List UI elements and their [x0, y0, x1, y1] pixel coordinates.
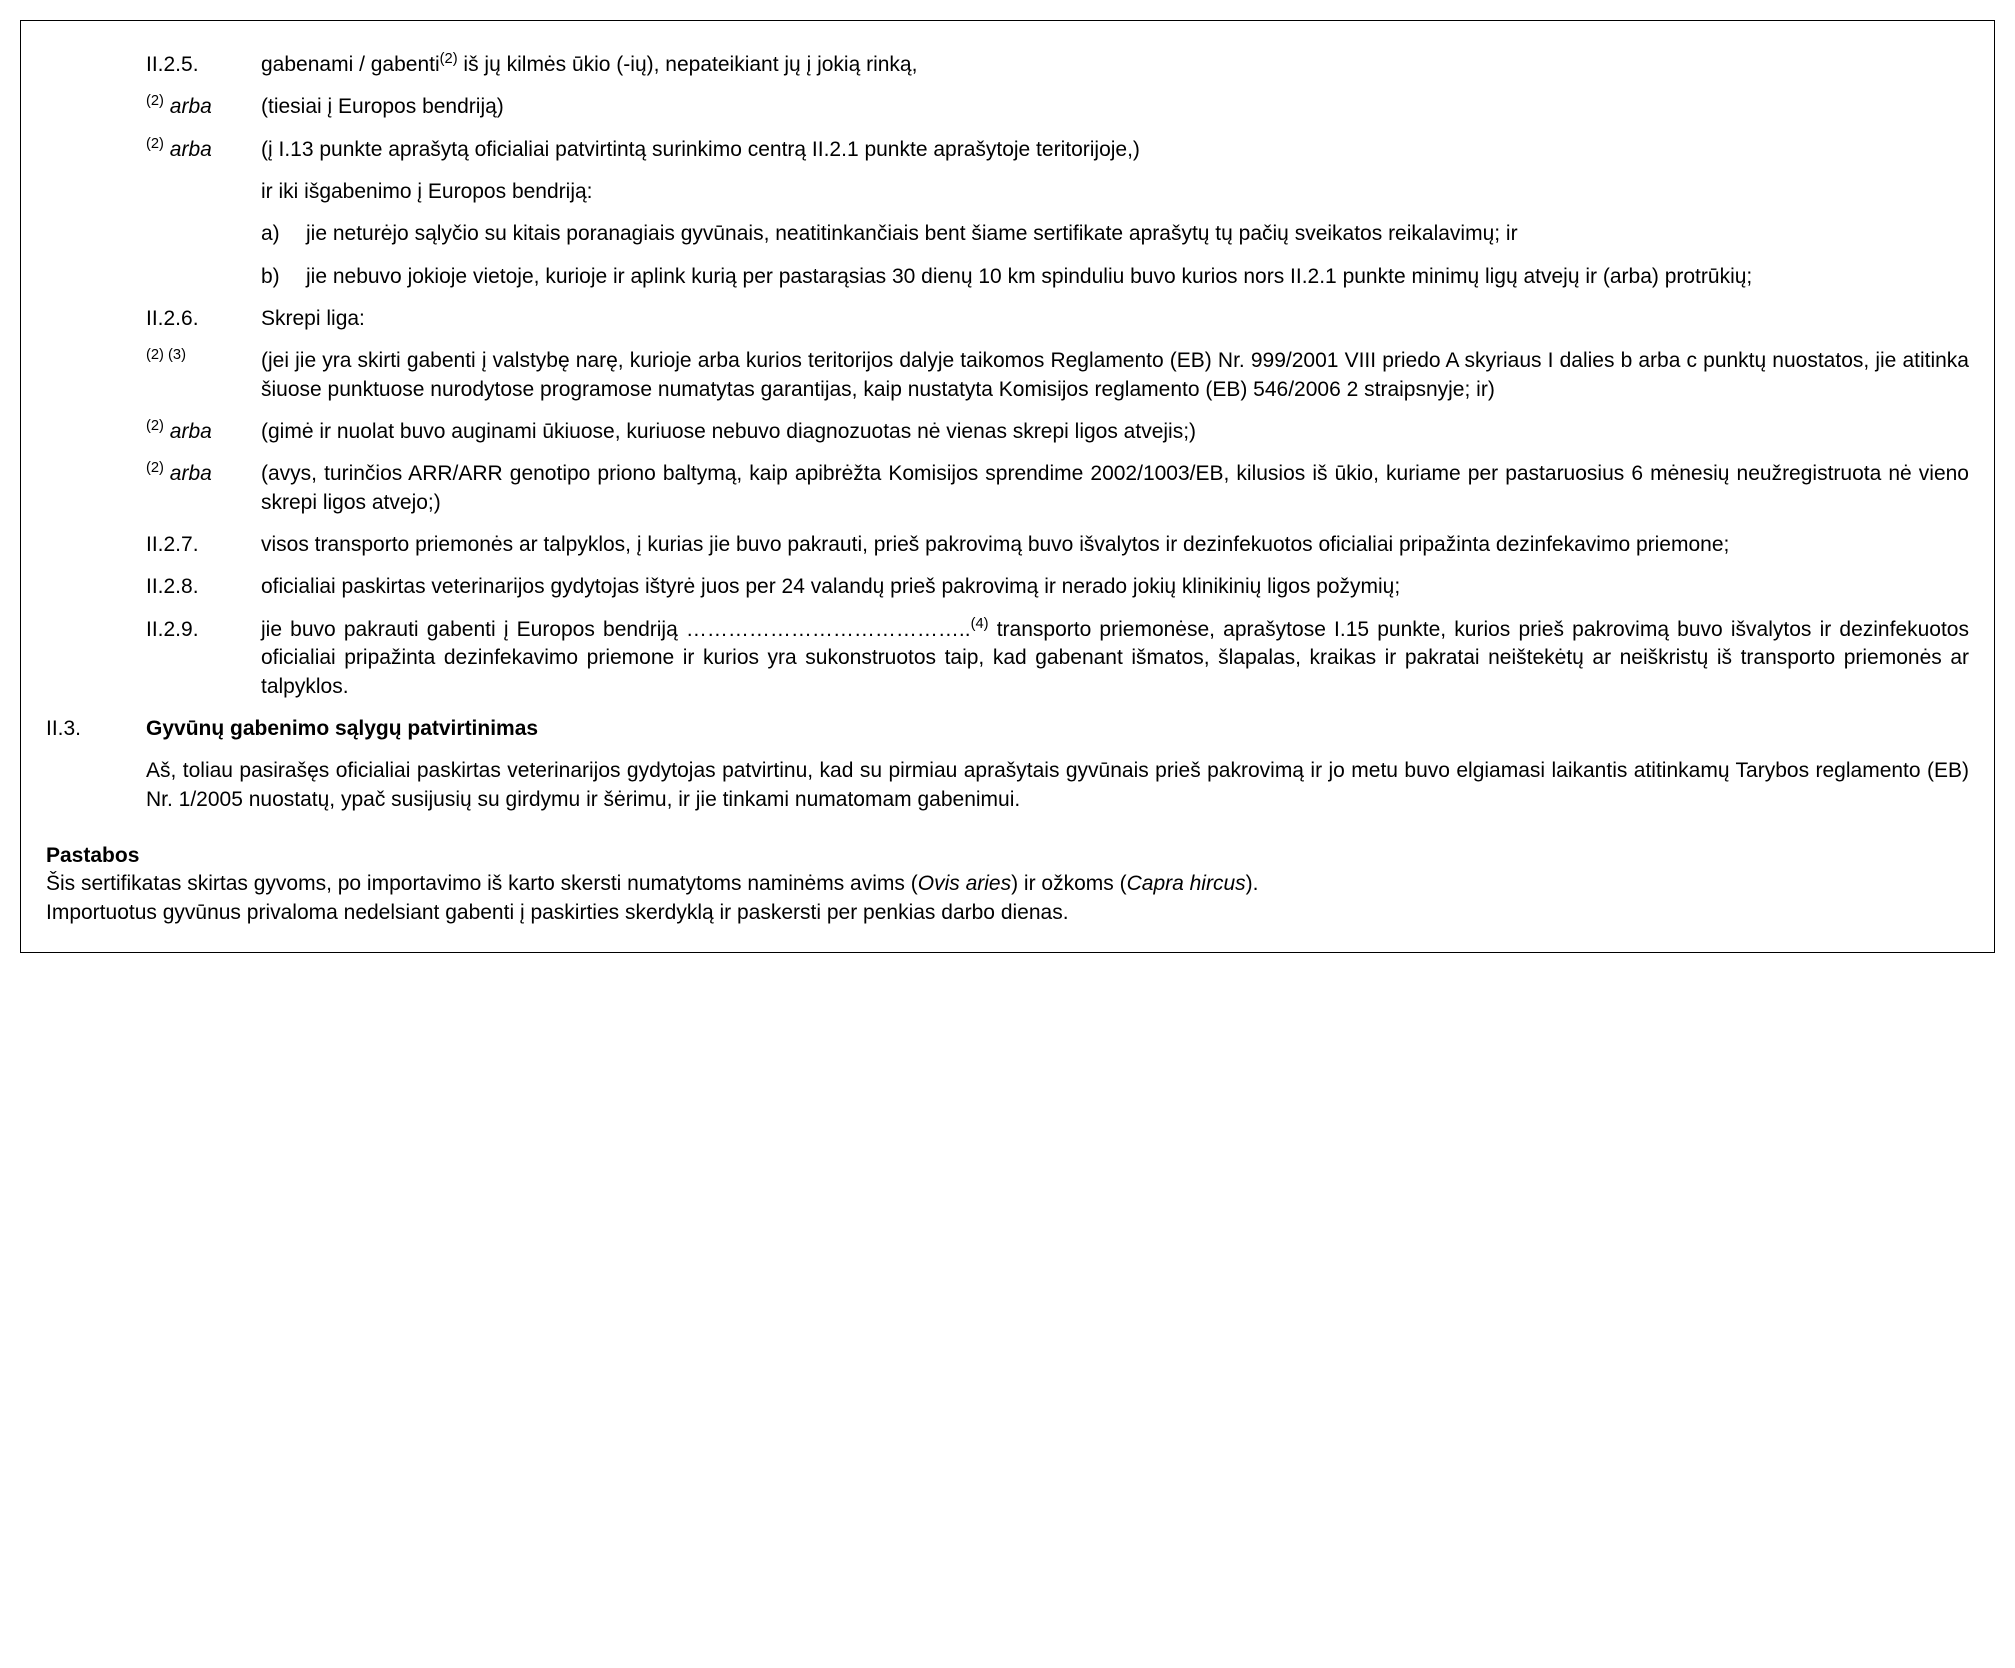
clause-text: visos transporto priemonės ar talpyklos,…: [261, 531, 1969, 559]
clause-text: (jei jie yra skirti gabenti į valstybę n…: [261, 347, 1969, 404]
superscript: (2): [146, 418, 164, 434]
clause-number: II.2.9.: [146, 616, 261, 701]
clause-text: ir iki išgabenimo į Europos bendriją:: [261, 178, 1969, 206]
clause-number: II.2.7.: [146, 531, 261, 559]
notes-line-1: Šis sertifikatas skirtas gyvoms, po impo…: [46, 870, 1969, 898]
clause-label: (2) arba: [146, 460, 261, 517]
document-page: II.2.5. gabenami / gabenti(2) iš jų kilm…: [20, 20, 1995, 953]
clause-text: jie buvo pakrauti gabenti į Europos bend…: [261, 616, 1969, 701]
clause-pre-ab: ir iki išgabenimo į Europos bendriją:: [46, 178, 1969, 206]
superscript: (2) (3): [146, 347, 186, 363]
superscript: (2): [440, 51, 458, 67]
sub-text: jie nebuvo jokioje vietoje, kurioje ir a…: [306, 263, 1969, 291]
clause-label: (2) arba: [146, 93, 261, 121]
text-pre: jie buvo pakrauti gabenti į Europos bend…: [261, 618, 971, 641]
text-pre: gabenami / gabenti: [261, 53, 440, 76]
superscript: (2): [146, 93, 164, 109]
clause-arba-3: (2) arba (gimė ir nuolat buvo auginami ū…: [46, 418, 1969, 446]
clause-text: Skrepi liga:: [261, 305, 1969, 333]
section-ii3-heading: II.3. Gyvūnų gabenimo sąlygų patvirtinim…: [46, 715, 1969, 743]
notes-section: Pastabos Šis sertifikatas skirtas gyvoms…: [46, 842, 1969, 927]
superscript: (4): [971, 616, 989, 632]
clause-arba-1: (2) arba (tiesiai į Europos bendriją): [46, 93, 1969, 121]
italic-species-2: Capra hircus: [1127, 872, 1246, 895]
clause-arba-4: (2) arba (avys, turinčios ARR/ARR genoti…: [46, 460, 1969, 517]
section-ii3-text: Aš, toliau pasirašęs oficialiai paskirta…: [46, 757, 1969, 828]
text-mid: ) ir ožkoms (: [1011, 872, 1127, 895]
clause-number: II.2.5.: [146, 51, 261, 79]
clause-label: (2) arba: [146, 136, 261, 164]
clause-text: (avys, turinčios ARR/ARR genotipo priono…: [261, 460, 1969, 517]
clause-text: oficialiai paskirtas veterinarijos gydyt…: [261, 573, 1969, 601]
clause-ii27: II.2.7. visos transporto priemonės ar ta…: [46, 531, 1969, 559]
clause-text: gabenami / gabenti(2) iš jų kilmės ūkio …: [261, 51, 1969, 79]
arba-label: arba: [164, 95, 212, 118]
spacer: [146, 178, 261, 206]
sub-letter: a): [261, 220, 306, 248]
clause-arba-2: (2) arba (į I.13 punkte aprašytą oficial…: [46, 136, 1969, 164]
notes-title: Pastabos: [46, 842, 1969, 870]
notes-line-2: Importuotus gyvūnus privaloma nedelsiant…: [46, 899, 1969, 927]
sub-text: jie neturėjo sąlyčio su kitais poranagia…: [306, 220, 1969, 248]
italic-species-1: Ovis aries: [918, 872, 1011, 895]
spacer: [46, 757, 146, 828]
sub-container: b) jie nebuvo jokioje vietoje, kurioje i…: [261, 263, 1969, 291]
sub-letter: b): [261, 263, 306, 291]
text-pre: Šis sertifikatas skirtas gyvoms, po impo…: [46, 872, 918, 895]
section-title: Gyvūnų gabenimo sąlygų patvirtinimas: [146, 715, 1969, 743]
clause-text: (tiesiai į Europos bendriją): [261, 93, 1969, 121]
arba-label: arba: [164, 462, 212, 485]
clause-a: a) jie neturėjo sąlyčio su kitais porana…: [46, 220, 1969, 248]
spacer: [146, 220, 261, 248]
clause-b: b) jie nebuvo jokioje vietoje, kurioje i…: [46, 263, 1969, 291]
text-post: ).: [1246, 872, 1259, 895]
superscript: (2): [146, 136, 164, 152]
section-number: II.3.: [46, 715, 146, 743]
clause-text: (gimė ir nuolat buvo auginami ūkiuose, k…: [261, 418, 1969, 446]
clause-ii28: II.2.8. oficialiai paskirtas veterinarij…: [46, 573, 1969, 601]
arba-label: arba: [164, 420, 212, 443]
clause-label: (2) (3): [146, 347, 261, 404]
superscript: (2): [146, 460, 164, 476]
section-text: Aš, toliau pasirašęs oficialiai paskirta…: [146, 757, 1969, 814]
clause-ii25: II.2.5. gabenami / gabenti(2) iš jų kilm…: [46, 51, 1969, 79]
clause-ii26: II.2.6. Skrepi liga:: [46, 305, 1969, 333]
arba-label: arba: [164, 138, 212, 161]
clause-text: (į I.13 punkte aprašytą oficialiai patvi…: [261, 136, 1969, 164]
clause-ii29: II.2.9. jie buvo pakrauti gabenti į Euro…: [46, 616, 1969, 701]
text-post: iš jų kilmės ūkio (-ių), nepateikiant jų…: [458, 53, 918, 76]
clause-number: II.2.8.: [146, 573, 261, 601]
clause-label: (2) arba: [146, 418, 261, 446]
spacer: [146, 263, 261, 291]
clause-number: II.2.6.: [146, 305, 261, 333]
clause-ii26-23: (2) (3) (jei jie yra skirti gabenti į va…: [46, 347, 1969, 404]
sub-container: a) jie neturėjo sąlyčio su kitais porana…: [261, 220, 1969, 248]
